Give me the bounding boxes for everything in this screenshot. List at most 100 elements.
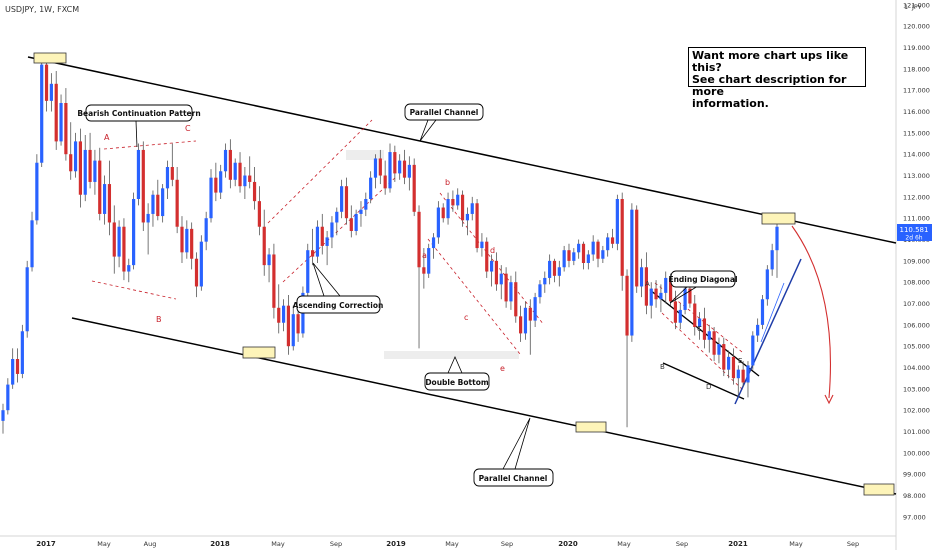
price-tag-value: 110.581 bbox=[900, 226, 929, 234]
candle-body-up bbox=[683, 288, 687, 310]
candle bbox=[6, 378, 10, 415]
wave-letter-a1: A bbox=[104, 133, 110, 142]
db-callout-box[interactable] bbox=[424, 372, 490, 391]
candle bbox=[770, 243, 774, 276]
candle-body-up bbox=[591, 241, 595, 255]
bcp-callout-box[interactable] bbox=[85, 104, 193, 122]
candle bbox=[775, 220, 779, 278]
price-tick-label: 116.000 bbox=[903, 108, 930, 116]
pc-top-callout-box[interactable] bbox=[404, 103, 484, 121]
price-tick-label: 119.000 bbox=[903, 44, 930, 52]
ed-pointer bbox=[669, 285, 699, 304]
candle bbox=[151, 190, 155, 227]
candle-body-up bbox=[398, 160, 402, 174]
candle bbox=[20, 324, 24, 379]
candle-body-up bbox=[364, 199, 368, 210]
candle bbox=[262, 209, 266, 276]
candle-body-up bbox=[185, 228, 189, 253]
candle-body-up bbox=[548, 260, 552, 278]
price-tick-label: 98.000 bbox=[903, 492, 926, 500]
channel-lower-line[interactable] bbox=[71, 317, 897, 495]
ed-callout-box[interactable] bbox=[670, 270, 736, 288]
pc-bottom-callout-box[interactable] bbox=[473, 468, 554, 487]
price-axis-bg bbox=[896, 0, 932, 550]
candle bbox=[756, 318, 760, 342]
candle bbox=[610, 228, 615, 249]
time-axis[interactable]: 2017 May Aug 2018 May Sep 2019 May Sep 2020 May Sep… bbox=[36, 540, 859, 548]
candle bbox=[693, 295, 697, 336]
candle bbox=[630, 203, 634, 342]
candle-body-up bbox=[102, 184, 107, 214]
candle-body-down bbox=[238, 162, 242, 187]
candle bbox=[649, 282, 653, 319]
time-tick-label: 2019 bbox=[386, 540, 406, 548]
candle-body-up bbox=[388, 152, 392, 189]
candle bbox=[315, 220, 320, 263]
candle-body-down bbox=[393, 152, 397, 174]
candle bbox=[494, 252, 499, 291]
candle-body-up bbox=[770, 250, 774, 270]
candle-body-down bbox=[190, 228, 194, 259]
candle bbox=[15, 348, 20, 383]
candle bbox=[49, 73, 53, 112]
candle-body-up bbox=[373, 158, 378, 178]
candle-body-up bbox=[359, 209, 363, 214]
candle-body-down bbox=[519, 316, 523, 334]
candle-body-up bbox=[577, 243, 581, 253]
candle bbox=[736, 365, 740, 396]
candle-body-down bbox=[69, 154, 73, 172]
candle-body-up bbox=[649, 288, 653, 306]
candle bbox=[349, 205, 353, 238]
candle-body-up bbox=[499, 273, 503, 285]
candle bbox=[306, 243, 310, 300]
candle bbox=[378, 149, 382, 185]
candle-body-down bbox=[731, 356, 736, 379]
candle bbox=[707, 324, 711, 353]
candles-group[interactable] bbox=[1, 53, 779, 434]
yellow-highlight-boxes bbox=[33, 52, 895, 496]
candle-body-up bbox=[73, 141, 78, 172]
candle-body-up bbox=[219, 171, 223, 193]
candle bbox=[257, 186, 261, 236]
candle bbox=[267, 248, 271, 283]
candle bbox=[427, 243, 431, 278]
candle-body-up bbox=[117, 226, 121, 257]
candle-body-down bbox=[98, 160, 102, 214]
price-axis[interactable]: 121.000 120.000 119.000 118.000 117.000 116.0… bbox=[903, 1, 930, 521]
ac-callout-box[interactable] bbox=[296, 295, 381, 314]
time-tick-label: 2020 bbox=[558, 540, 578, 548]
channel-upper-line[interactable] bbox=[27, 56, 897, 244]
candle bbox=[369, 171, 373, 204]
candle bbox=[204, 211, 208, 251]
time-tick-label: Sep bbox=[330, 540, 342, 548]
candle-body-up bbox=[369, 177, 373, 199]
candle bbox=[35, 154, 39, 225]
candle bbox=[102, 175, 107, 225]
candle-body-up bbox=[35, 162, 39, 221]
candle bbox=[698, 312, 702, 340]
candle-body-up bbox=[538, 284, 542, 298]
candle-body-up bbox=[606, 237, 610, 251]
candle-body-down bbox=[64, 103, 68, 155]
candle-body-up bbox=[204, 218, 208, 242]
highlight-top-2017 bbox=[33, 52, 67, 64]
info-callout: Want more chart ups like this? See chart… bbox=[688, 47, 866, 110]
candle bbox=[354, 209, 358, 236]
candle bbox=[175, 167, 179, 234]
candle bbox=[407, 156, 411, 191]
candle-body-up bbox=[136, 149, 141, 199]
candle-body-down bbox=[668, 277, 673, 302]
candle-body-down bbox=[514, 282, 518, 317]
candle-body-up bbox=[233, 162, 237, 180]
candle bbox=[238, 152, 242, 193]
candle bbox=[340, 179, 344, 219]
candle-body-up bbox=[25, 267, 29, 332]
candle bbox=[485, 237, 489, 278]
candle bbox=[625, 269, 629, 428]
price-tick-label: 103.000 bbox=[903, 385, 930, 393]
candle bbox=[122, 218, 126, 281]
candle-body-up bbox=[543, 277, 547, 285]
highlight-low-2020 bbox=[575, 421, 607, 433]
candle-body-up bbox=[572, 252, 576, 261]
